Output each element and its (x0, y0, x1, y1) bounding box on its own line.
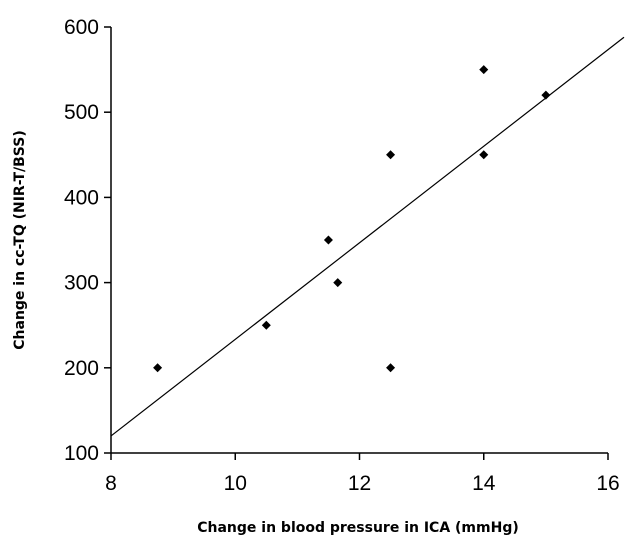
data-point (479, 65, 489, 75)
y-axis-title: Change in cc-TQ (NIR-T/BSS) (12, 130, 28, 350)
y-tick-label: 500 (64, 101, 99, 124)
data-point (479, 150, 489, 160)
y-tick-label: 300 (64, 272, 99, 295)
x-tick-label: 14 (472, 472, 496, 495)
x-tick-label: 12 (348, 472, 371, 495)
data-point (153, 363, 163, 373)
data-point (386, 363, 396, 373)
data-point (333, 278, 343, 288)
y-axis-ticks: 100 200 300 400 500 600 (64, 16, 111, 465)
y-tick-label: 400 (64, 186, 99, 209)
x-axis-ticks: 8 10 12 14 16 (105, 453, 620, 495)
data-point (541, 90, 551, 100)
y-tick-label: 600 (64, 16, 99, 39)
x-axis-title: Change in blood pressure in ICA (mmHg) (197, 520, 519, 536)
x-tick-label: 16 (596, 472, 619, 495)
x-tick-label: 10 (224, 472, 247, 495)
data-point (323, 235, 333, 245)
y-tick-label: 200 (64, 357, 99, 380)
plot-area: 8 10 12 14 16 100 200 300 400 500 600 (64, 16, 625, 495)
x-tick-label: 8 (105, 472, 117, 495)
trend-line (110, 36, 625, 437)
y-tick-label: 100 (64, 442, 99, 465)
data-points (153, 65, 551, 373)
data-point (261, 320, 271, 330)
data-point (386, 150, 396, 160)
